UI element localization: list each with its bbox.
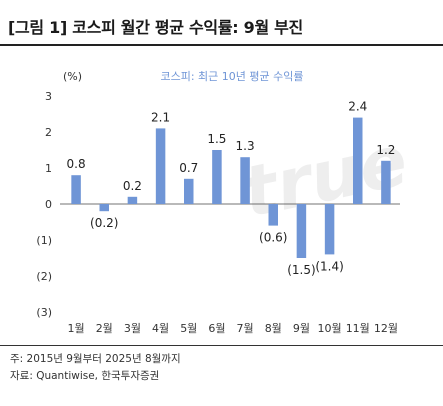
bar (324, 204, 335, 255)
footnote-source: 자료: Quantiwise, 한국투자증권 (10, 370, 160, 382)
x-tick-label: 12월 (374, 322, 398, 335)
chart-title: [그림 1] 코스피 월간 평균 수익률: 9월 부진 (8, 18, 303, 37)
data-labels: 0.8 (0.2) 0.2 2.1 0.7 1.5 1.3 (0.6) (1.5) (1.4) 2.… (67, 100, 396, 277)
title-divider (0, 44, 443, 46)
data-label: 0.7 (179, 161, 198, 175)
data-label: (1.4) (315, 259, 343, 273)
y-tick-label: 3 (45, 90, 52, 103)
bar (240, 157, 250, 204)
x-tick-label: 11월 (346, 322, 370, 335)
bar (99, 204, 109, 212)
data-label: (0.2) (90, 216, 118, 230)
y-axis-ticks: 3 2 1 0 (1) (2) (3) (36, 90, 52, 319)
bar (212, 150, 222, 204)
x-tick-label: 10월 (318, 322, 342, 335)
footnote-period: 주: 2015년 9월부터 2025년 8월까지 (10, 353, 181, 365)
bar-series (71, 117, 391, 258)
bar-chart: true (%) 코스피: 최근 10년 평균 수익률 3210(1)(2)(3… (36, 70, 414, 335)
bar (184, 178, 194, 204)
x-tick-label: 1월 (68, 322, 85, 335)
y-tick-label: (1) (36, 234, 52, 247)
x-tick-label: 7월 (237, 322, 254, 335)
x-axis-ticks: 1월 2월 3월 4월 5월 6월 7월 8월 9월 10월 11월 12월 (68, 322, 398, 335)
data-label: 1.5 (207, 132, 226, 146)
data-label: 2.4 (348, 100, 367, 114)
legend-label: 코스피: 최근 10년 평균 수익률 (160, 70, 303, 83)
footnote-divider (0, 345, 443, 346)
y-tick-label: 1 (45, 162, 52, 175)
data-label: (0.6) (259, 231, 287, 245)
x-tick-label: 5월 (180, 322, 197, 335)
data-label: 1.3 (236, 139, 255, 153)
y-tick-label: 0 (45, 198, 52, 211)
y-unit-label: (%) (63, 70, 82, 83)
bar (381, 160, 391, 204)
data-label: 1.2 (376, 143, 395, 157)
x-tick-label: 3월 (124, 322, 141, 335)
x-tick-label: 8월 (265, 322, 282, 335)
bar (155, 128, 166, 204)
x-tick-label: 6월 (208, 322, 225, 335)
y-tick-label: 2 (45, 126, 52, 139)
x-tick-label: 2월 (96, 322, 113, 335)
data-label: 0.8 (67, 157, 86, 171)
bar (296, 204, 307, 258)
data-label: (1.5) (287, 263, 315, 277)
bar (353, 117, 363, 204)
x-tick-label: 4월 (152, 322, 169, 335)
data-label: 0.2 (123, 179, 142, 193)
data-label: 2.1 (151, 110, 170, 124)
bar (71, 175, 81, 204)
y-tick-label: (2) (36, 270, 52, 283)
bar (127, 196, 138, 204)
x-tick-label: 9월 (293, 322, 310, 335)
y-tick-label: (3) (36, 306, 52, 319)
bar (268, 204, 278, 226)
